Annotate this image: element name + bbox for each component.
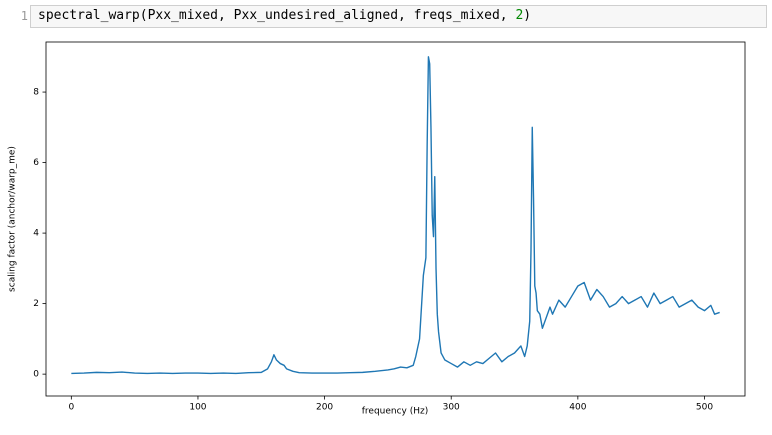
chart: frequency (Hz) scaling factor (anchor/wa… — [8, 41, 746, 417]
x-tick-label: 300 — [443, 403, 460, 413]
code-token: spectral_warp(Pxx_mixed, Pxx_undesired_a… — [38, 8, 516, 23]
y-tick-label: 2 — [33, 299, 39, 309]
y-tick-label: 8 — [33, 88, 39, 98]
code-cell[interactable] — [30, 5, 767, 28]
x-tick-label: 100 — [189, 403, 206, 413]
plot-frame — [45, 41, 746, 397]
data-line — [71, 56, 720, 375]
code-text[interactable]: spectral_warp(Pxx_mixed, Pxx_undesired_a… — [38, 8, 531, 23]
y-tick-label: 0 — [33, 370, 39, 380]
y-tick-label: 6 — [33, 158, 39, 168]
y-axis-label: scaling factor (anchor/warp_me) — [8, 146, 18, 292]
line-number: 1 — [20, 9, 28, 23]
code-token: ) — [523, 8, 532, 23]
x-axis-label: frequency (Hz) — [362, 407, 429, 417]
y-tick-label: 4 — [33, 229, 39, 239]
x-tick-label: 500 — [696, 403, 713, 413]
code-number: 2 — [515, 8, 524, 23]
x-tick-label: 0 — [68, 403, 74, 413]
x-tick-label: 200 — [316, 403, 333, 413]
x-tick-label: 400 — [569, 403, 586, 413]
